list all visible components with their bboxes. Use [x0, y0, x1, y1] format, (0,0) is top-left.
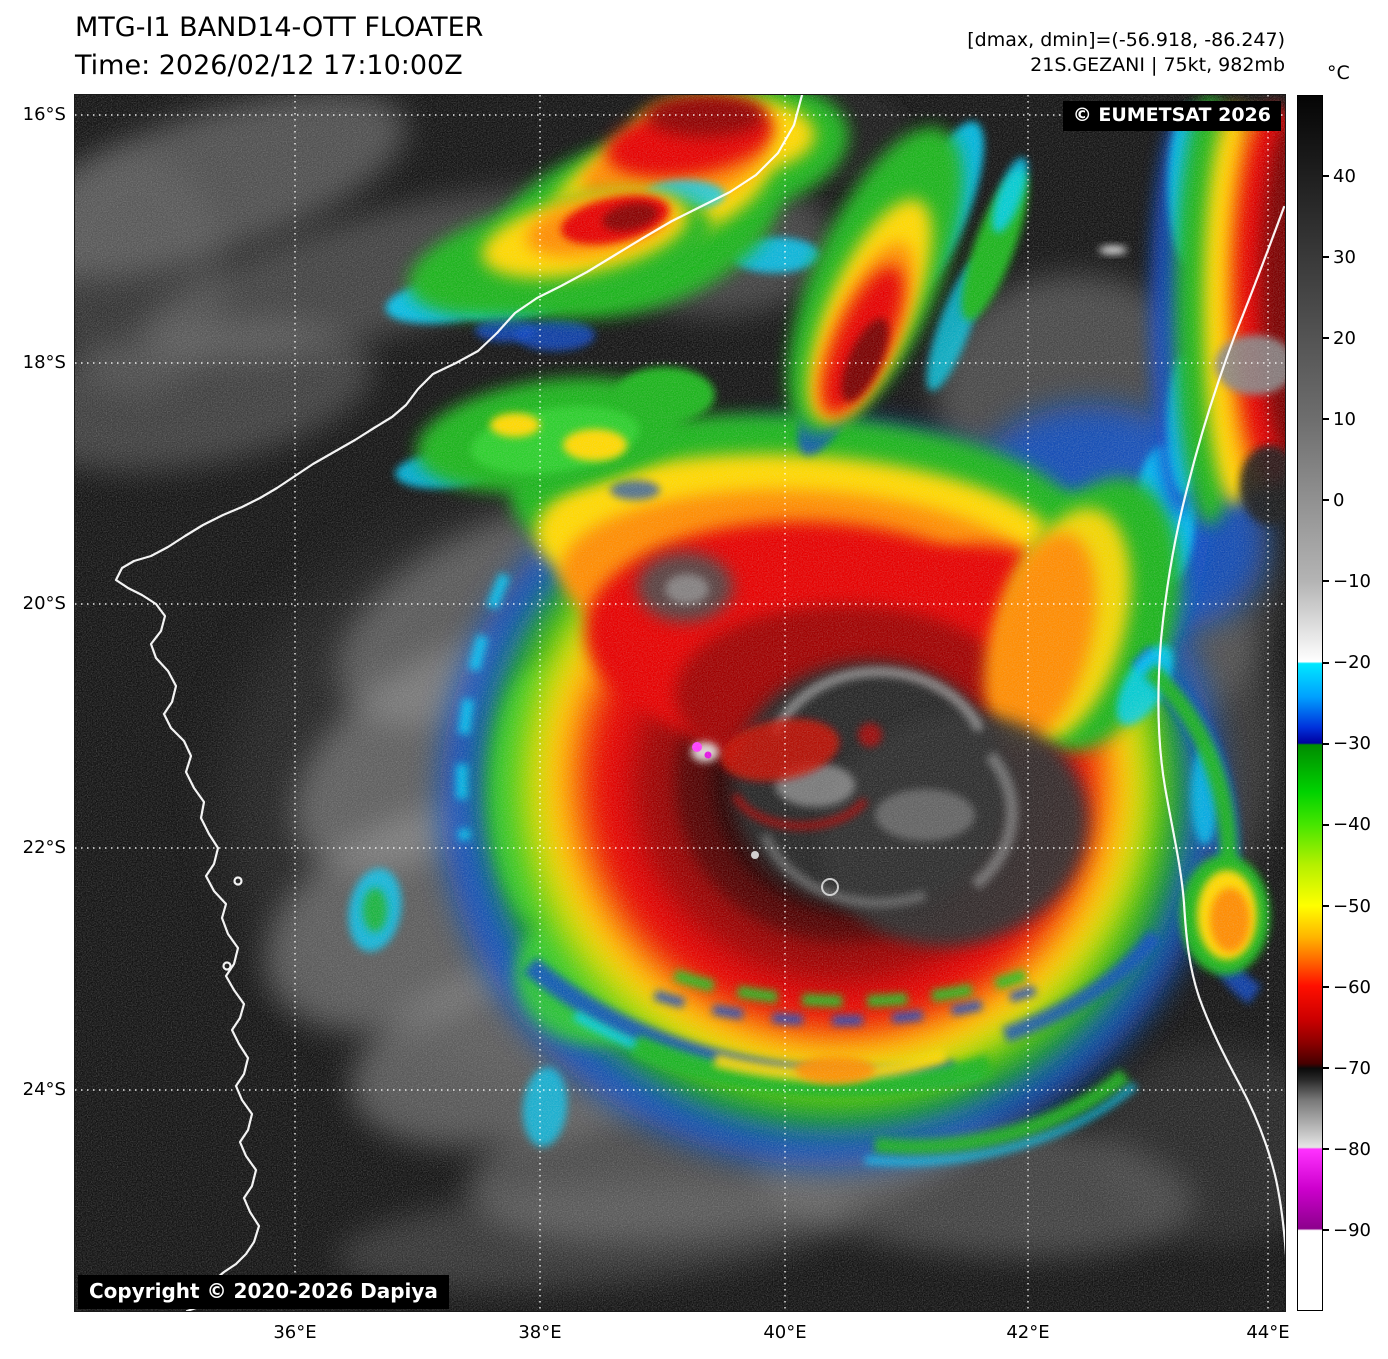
lon-tick-label: 36°E — [273, 1322, 317, 1343]
colorbar-tick-label: −40 — [1333, 814, 1371, 835]
colorbar-tick-label: −30 — [1333, 733, 1371, 754]
island-outline — [233, 876, 243, 886]
colorbar-tick-label: −50 — [1333, 896, 1371, 917]
colorbar-tick-label: −70 — [1333, 1058, 1371, 1079]
temperature-colorbar — [1297, 95, 1323, 1311]
coastline-madagascar — [1157, 205, 1285, 1256]
colorbar-tick — [1323, 175, 1329, 177]
colorbar-tick-label: 40 — [1333, 166, 1356, 187]
colorbar-tick — [1323, 580, 1329, 582]
lon-tick-label: 40°E — [763, 1322, 807, 1343]
colorbar-tick-label: −60 — [1333, 977, 1371, 998]
colorbar-tick — [1323, 743, 1329, 745]
satellite-image — [75, 95, 1285, 1311]
eumetsat-credit-badge: © EUMETSAT 2026 — [1062, 101, 1281, 131]
colorbar-tick — [1323, 1148, 1329, 1150]
colorbar-tick — [1323, 1067, 1329, 1069]
colorbar-tick — [1323, 824, 1329, 826]
colorbar-tick — [1323, 337, 1329, 339]
dmax-dmin-text: [dmax, dmin]=(-56.918, -86.247) — [967, 29, 1285, 51]
colorbar-tick — [1323, 256, 1329, 258]
lon-tick-label: 42°E — [1006, 1322, 1050, 1343]
colorbar-tick — [1323, 418, 1329, 420]
colorbar-tick-label: −90 — [1333, 1220, 1371, 1241]
colorbar-tick-label: −80 — [1333, 1139, 1371, 1160]
colorbar-tick-label: −10 — [1333, 571, 1371, 592]
colorbar-tick-label: 30 — [1333, 247, 1356, 268]
lat-tick-label: 18°S — [22, 352, 66, 373]
copyright-badge: Copyright © 2020-2026 Dapiya — [78, 1275, 449, 1309]
storm-info-text: 21S.GEZANI | 75kt, 982mb — [1030, 54, 1285, 76]
island-outline — [222, 961, 232, 971]
coastline-mozambique — [114, 95, 804, 1311]
lon-tick-label: 38°E — [518, 1322, 562, 1343]
colorbar-tick-label: 0 — [1333, 490, 1345, 511]
colorbar-unit-label: °C — [1327, 62, 1350, 84]
lon-tick-label: 44°E — [1246, 1322, 1290, 1343]
satellite-map: © EUMETSAT 2026 Copyright © 2020-2026 Da… — [74, 94, 1286, 1312]
colorbar-tick — [1323, 499, 1329, 501]
lat-tick-label: 22°S — [22, 837, 66, 858]
colorbar-tick-label: 20 — [1333, 328, 1356, 349]
lat-tick-label: 20°S — [22, 593, 66, 614]
noise-overlay — [75, 95, 1285, 1311]
colorbar-tick — [1323, 662, 1329, 664]
lat-tick-label: 24°S — [22, 1079, 66, 1100]
figure-time: Time: 2026/02/12 17:10:00Z — [75, 50, 463, 81]
colorbar-tick — [1323, 905, 1329, 907]
colorbar-tick — [1323, 986, 1329, 988]
figure-title: MTG-I1 BAND14-OTT FLOATER — [75, 12, 484, 43]
colorbar-tick-label: −20 — [1333, 652, 1371, 673]
lat-tick-label: 16°S — [22, 104, 66, 125]
colorbar-tick — [1323, 1229, 1329, 1231]
figure-stats: [dmax, dmin]=(-56.918, -86.247) 21S.GEZA… — [967, 28, 1285, 78]
colorbar-tick-label: 10 — [1333, 409, 1356, 430]
